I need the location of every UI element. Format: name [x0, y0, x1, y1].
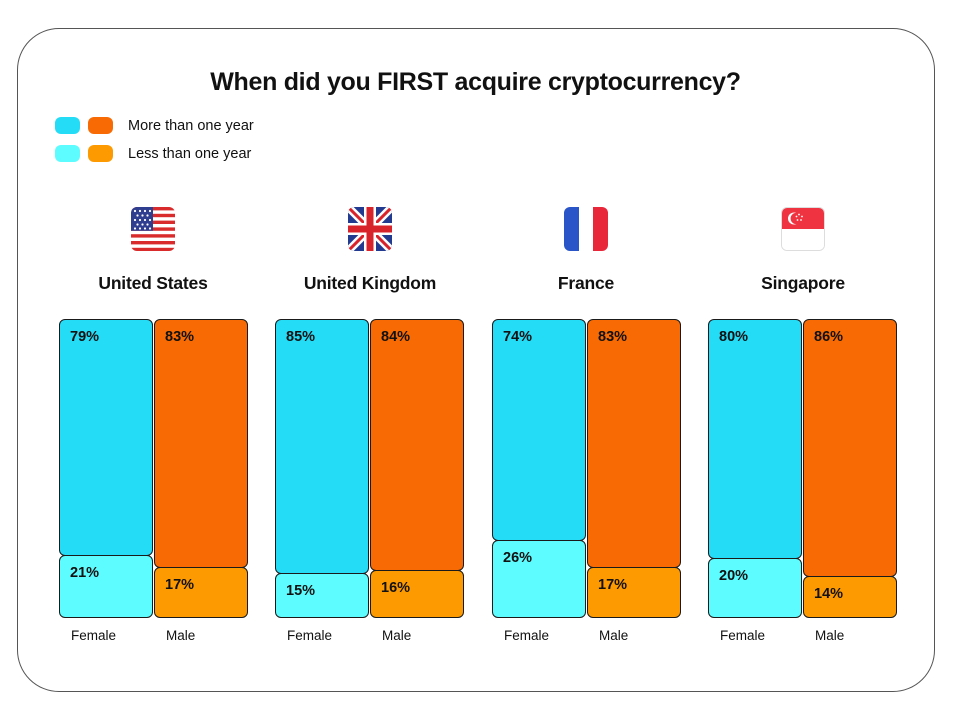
bar-less-than-one-year: 20%: [708, 558, 802, 618]
bar-less-than-one-year: 17%: [587, 567, 681, 618]
bar-more-than-one-year: 80%: [708, 319, 802, 559]
country-label-united-states: United States: [98, 273, 208, 293]
legend-label: More than one year: [128, 118, 254, 134]
data-label: 74%: [503, 329, 533, 345]
legend-swatch-female-more: [55, 117, 80, 134]
us-flag-icon: [131, 207, 175, 251]
legend-swatch-female-less: [55, 145, 80, 162]
bar-more-than-one-year: 83%: [587, 319, 681, 568]
chart-card: [17, 28, 935, 692]
country-label-united-kingdom: United Kingdom: [303, 273, 437, 293]
category-label: Female: [71, 628, 117, 643]
bar-less-than-one-year: 17%: [154, 567, 248, 618]
category-label: Female: [720, 628, 766, 643]
bar-less-than-one-year: 16%: [370, 570, 464, 618]
data-label: 26%: [503, 550, 533, 566]
data-label: 17%: [165, 577, 195, 593]
data-label: 85%: [286, 329, 316, 345]
bar-less-than-one-year: 21%: [59, 555, 153, 618]
category-label: Female: [504, 628, 550, 643]
data-label: 80%: [719, 329, 749, 345]
category-label: Male: [599, 628, 629, 643]
data-label: 83%: [598, 329, 628, 345]
data-label: 14%: [814, 586, 844, 602]
bar-more-than-one-year: 85%: [275, 319, 369, 574]
uk-flag-icon: [348, 207, 392, 251]
data-label: 17%: [598, 577, 628, 593]
category-label: Female: [287, 628, 333, 643]
data-label: 86%: [814, 329, 844, 345]
data-label: 21%: [70, 565, 100, 581]
data-label: 15%: [286, 583, 316, 599]
bar-more-than-one-year: 83%: [154, 319, 248, 568]
data-label: 84%: [381, 329, 411, 345]
bar-more-than-one-year: 84%: [370, 319, 464, 571]
category-label: Male: [382, 628, 412, 643]
legend-label: Less than one year: [128, 146, 252, 162]
bar-more-than-one-year: 74%: [492, 319, 586, 541]
country-label-singapore: Singapore: [761, 273, 845, 293]
chart-title: When did you FIRST acquire cryptocurrenc…: [210, 68, 741, 96]
data-label: 79%: [70, 329, 100, 345]
legend-swatch-male-more: [88, 117, 113, 134]
category-label: Male: [815, 628, 845, 643]
country-label-france: France: [557, 273, 615, 293]
bar-less-than-one-year: 14%: [803, 576, 897, 618]
data-label: 83%: [165, 329, 195, 345]
category-label: Male: [166, 628, 196, 643]
bar-less-than-one-year: 15%: [275, 573, 369, 618]
bar-less-than-one-year: 26%: [492, 540, 586, 618]
france-flag-icon: [564, 207, 608, 251]
legend-swatch-male-less: [88, 145, 113, 162]
data-label: 16%: [381, 580, 411, 596]
singapore-flag-icon: [781, 207, 825, 251]
bar-more-than-one-year: 79%: [59, 319, 153, 556]
data-label: 20%: [719, 568, 749, 584]
bar-more-than-one-year: 86%: [803, 319, 897, 577]
